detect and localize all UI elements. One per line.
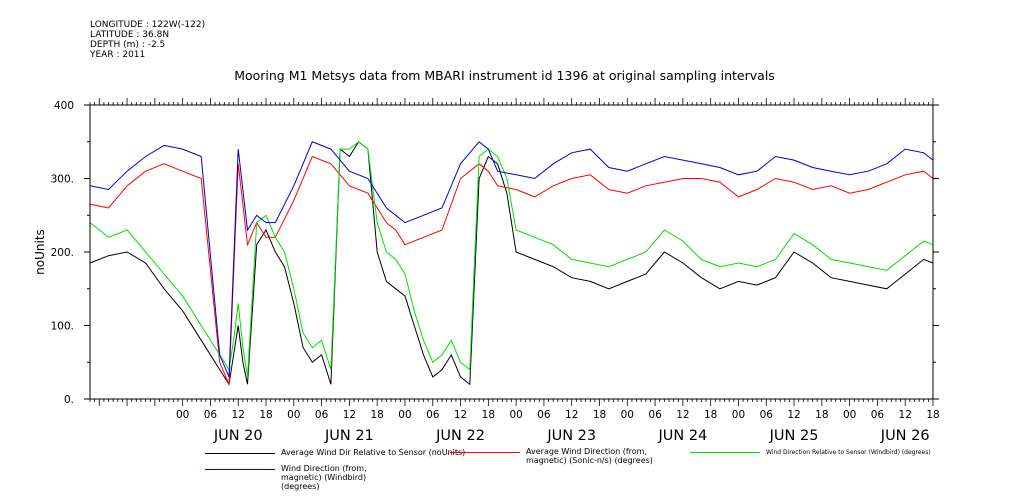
x-hour-label-6: 12 (343, 409, 356, 421)
x-day-label-1: JUN 21 (324, 428, 374, 444)
series-line-3 (89, 141, 934, 378)
legend-swatch-green (690, 452, 760, 453)
x-hour-label-19: 18 (704, 409, 717, 421)
x-hour-label-23: 18 (815, 409, 828, 421)
legend-label-sonic: Average Wind Direction (from, magnetic) … (526, 447, 653, 465)
x-hour-label-20: 00 (732, 409, 745, 421)
x-hour-label-25: 06 (871, 409, 885, 421)
x-hour-label-13: 06 (537, 409, 551, 421)
legend-item-rel-sensor: Average Wind Dir Relative to Sensor (noU… (205, 448, 465, 468)
y-tick-label-3: 300. (51, 174, 74, 186)
x-hour-label-4: 00 (287, 409, 300, 421)
chart-title: Mooring M1 Metsys data from MBARI instru… (234, 68, 775, 83)
y-tick-label-1: 100. (51, 321, 74, 333)
longitude-text: LONGITUDE : 122W(-122) (90, 20, 206, 30)
x-hour-label-16: 00 (621, 409, 634, 421)
x-day-label-6: JUN 26 (880, 428, 930, 444)
x-hour-label-0: 00 (176, 409, 189, 421)
x-day-label-2: JUN 22 (435, 428, 485, 444)
x-hour-label-27: 18 (926, 409, 939, 421)
legend-item-windbird-mag: Wind Direction (from, magnetic) (Windbir… (205, 464, 465, 491)
x-day-label-0: JUN 20 (213, 428, 263, 444)
x-day-label-4: JUN 24 (657, 428, 707, 444)
y-tick-label-4: 400 (54, 100, 74, 112)
x-hour-label-10: 12 (454, 409, 467, 421)
x-day-label-5: JUN 25 (769, 428, 819, 444)
legend-item-sonic: Average Wind Direction (from, magnetic) … (450, 447, 670, 469)
latitude-text: LATITUDE : 36.8N (90, 30, 170, 40)
metadata-block: LONGITUDE : 122W(-122) LATITUDE : 36.8N … (90, 20, 205, 60)
legend-label-windbird-mag: Wind Direction (from, magnetic) (Windbir… (281, 464, 367, 491)
plot-frame (89, 104, 934, 400)
x-hour-label-8: 00 (398, 409, 411, 421)
x-hour-label-22: 12 (787, 409, 800, 421)
x-hour-label-5: 06 (315, 409, 329, 421)
x-hour-label-15: 18 (593, 409, 606, 421)
depth-text: DEPTH (m) : -2.5 (90, 40, 166, 50)
x-hour-label-14: 12 (565, 409, 578, 421)
legend-swatch-red (450, 452, 520, 453)
x-hour-label-26: 12 (899, 409, 912, 421)
x-day-label-3: JUN 23 (546, 428, 596, 444)
x-hour-label-9: 06 (426, 409, 440, 421)
x-hour-label-7: 18 (370, 409, 383, 421)
x-hour-label-2: 12 (232, 409, 245, 421)
x-hour-label-24: 00 (843, 409, 856, 421)
y-axis-label: noUnits (33, 229, 47, 275)
x-hour-label-18: 12 (676, 409, 689, 421)
x-hour-label-11: 18 (482, 409, 495, 421)
x-hour-label-3: 18 (259, 409, 272, 421)
legend-label-rel-sensor: Average Wind Dir Relative to Sensor (noU… (281, 448, 466, 457)
x-hour-label-12: 00 (509, 409, 522, 421)
year-text: YEAR : 2011 (90, 50, 146, 60)
x-hour-label-17: 06 (648, 409, 662, 421)
legend-item-windbird-rel: Wind Direction Relative to Sensor (Windb… (690, 448, 990, 468)
series-line-2 (89, 141, 934, 377)
x-hour-label-1: 06 (204, 409, 218, 421)
legend-swatch-blue (205, 469, 275, 470)
y-tick-label-0: 0. (64, 394, 74, 406)
x-hour-label-21: 06 (760, 409, 774, 421)
y-tick-label-2: 200. (51, 247, 74, 259)
legend-swatch-black (205, 453, 275, 454)
legend-label-windbird-rel: Wind Direction Relative to Sensor (Windb… (766, 449, 931, 456)
series-line-0 (89, 141, 934, 386)
